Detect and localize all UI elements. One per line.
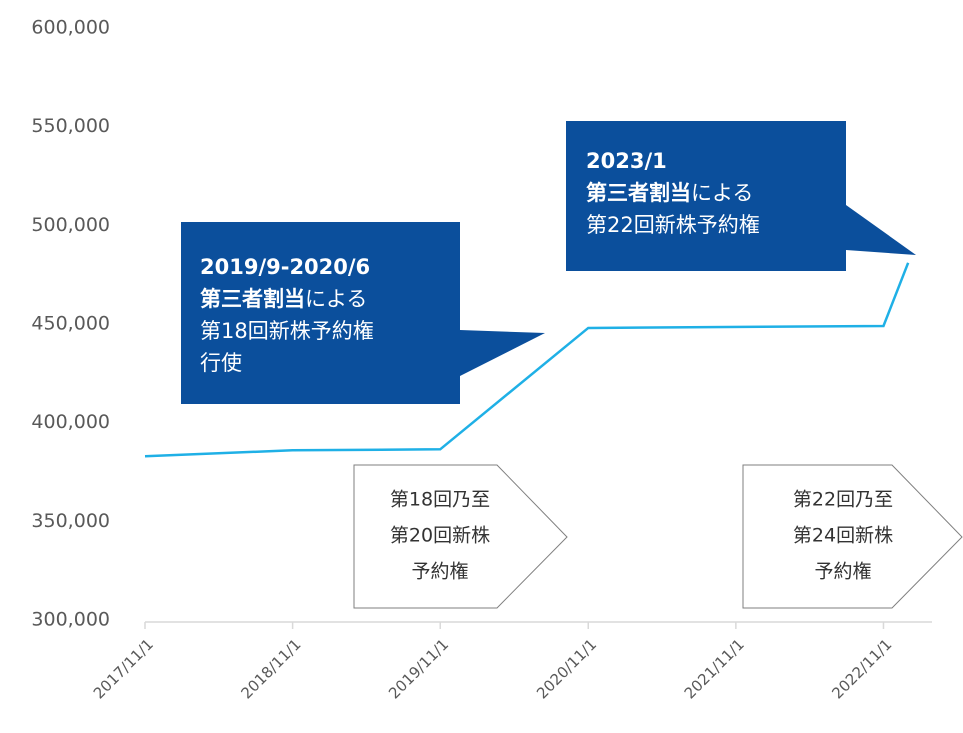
arrow-text: 予約権 bbox=[411, 561, 468, 583]
x-tick-label: 2022/11/1 bbox=[828, 635, 895, 702]
arrow-text: 予約権 bbox=[814, 561, 871, 583]
callout-text: 第三者割当による bbox=[586, 181, 753, 205]
x-tick-label: 2021/11/1 bbox=[681, 635, 748, 702]
arrow-text: 第20回新株 bbox=[390, 525, 490, 547]
line-series bbox=[144, 262, 910, 458]
callout-segment: による bbox=[691, 181, 753, 205]
callout-segment: 行使 bbox=[200, 351, 242, 375]
callout-text: 第三者割当による bbox=[200, 287, 367, 311]
y-tick-label: 600,000 bbox=[31, 17, 110, 39]
callout-segment: 2023/1 bbox=[586, 149, 667, 173]
callout-box bbox=[566, 121, 846, 271]
callout-text: 2023/1 bbox=[586, 149, 667, 173]
callout-text: 第22回新株予約権 bbox=[586, 213, 760, 237]
callout-text: 第18回新株予約権 bbox=[200, 319, 374, 343]
y-tick-label: 350,000 bbox=[31, 510, 110, 532]
callout-segment: 2019/9-2020/6 bbox=[200, 255, 370, 279]
callout-text: 行使 bbox=[200, 351, 242, 375]
y-tick-label: 400,000 bbox=[31, 411, 110, 433]
callout-segment: 第22回新株予約権 bbox=[586, 213, 760, 237]
arrow-box bbox=[742, 464, 963, 609]
callout-segment: による bbox=[305, 287, 367, 311]
arrow-text: 第24回新株 bbox=[793, 525, 893, 547]
arrow-text: 第18回乃至 bbox=[390, 489, 490, 511]
y-tick-label: 300,000 bbox=[31, 609, 110, 631]
arrow-box bbox=[353, 464, 568, 609]
callout-pointer bbox=[460, 330, 545, 376]
callout-box bbox=[181, 222, 460, 404]
callout-text: 2019/9-2020/6 bbox=[200, 255, 370, 279]
y-tick-label: 450,000 bbox=[31, 313, 110, 335]
arrow-text: 第22回乃至 bbox=[793, 489, 893, 511]
x-tick-label: 2017/11/1 bbox=[90, 635, 157, 702]
callout-segment: 第18回新株予約権 bbox=[200, 319, 374, 343]
x-tick-label: 2019/11/1 bbox=[385, 635, 452, 702]
x-tick-label: 2020/11/1 bbox=[533, 635, 600, 702]
callout-segment: 第三者割当 bbox=[586, 181, 691, 205]
y-tick-label: 550,000 bbox=[31, 115, 110, 137]
y-tick-label: 500,000 bbox=[31, 214, 110, 236]
callout-segment: 第三者割当 bbox=[200, 287, 305, 311]
callout-pointer bbox=[846, 205, 916, 255]
x-tick-label: 2018/11/1 bbox=[238, 635, 305, 702]
